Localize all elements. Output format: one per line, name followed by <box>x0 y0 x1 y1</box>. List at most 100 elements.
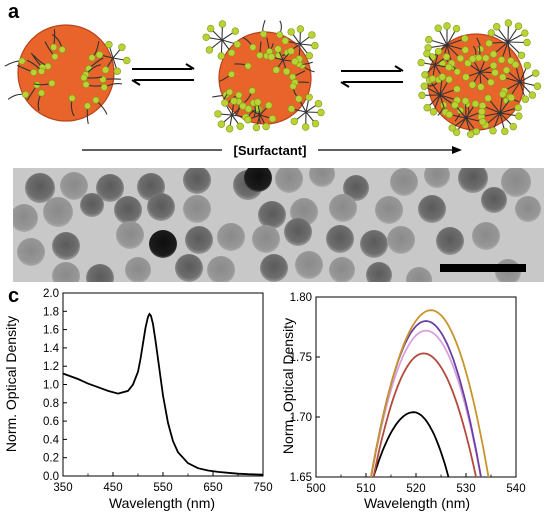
tem-nanoparticle <box>309 168 335 187</box>
surfactant-head <box>489 50 498 58</box>
surfactant-head <box>464 59 472 67</box>
tem-nanoparticle <box>175 254 203 282</box>
y-tick-label: 1.80 <box>290 292 312 304</box>
surfactant-head <box>217 52 226 60</box>
tem-nanoparticle <box>207 256 235 282</box>
tem-nanoparticle <box>52 262 80 282</box>
surfactant-head <box>244 62 252 70</box>
surfactant-head <box>118 43 126 51</box>
surfactant-head <box>236 122 244 131</box>
surfactant-head <box>227 49 236 57</box>
y-tick-label: 1.6 <box>43 325 59 337</box>
tem-nanoparticle <box>149 230 177 258</box>
surfactant-head <box>502 66 511 74</box>
tem-nanoparticle <box>185 226 213 254</box>
surfactant-head <box>289 82 297 90</box>
tem-nanoparticle <box>366 262 392 282</box>
tem-nanoparticle <box>472 222 500 250</box>
surfactant-head <box>452 128 461 136</box>
surfactant-head <box>256 51 264 59</box>
y-tick-label: 0.2 <box>43 453 59 465</box>
tem-nanoparticle <box>275 168 303 193</box>
x-tick-label: 520 <box>406 483 425 495</box>
surfactant-head <box>50 43 58 51</box>
y-axis-title-right: Norm. Optical Density <box>280 318 296 454</box>
surfactant-head <box>274 45 282 53</box>
surfactant-head <box>99 75 107 83</box>
surfactant-head <box>445 63 453 72</box>
tem-nanoparticle <box>96 174 124 202</box>
surfactant-head <box>233 40 242 49</box>
surfactant-head <box>282 67 291 76</box>
surfactant-head <box>268 114 277 123</box>
y-tick-label: 0.4 <box>43 434 60 446</box>
tem-nanoparticle <box>436 227 464 255</box>
surfactant-head <box>515 112 523 120</box>
x-tick-label: 500 <box>306 483 325 495</box>
surfactant-concentration-arrow <box>82 146 462 154</box>
tem-nanoparticle <box>258 201 286 229</box>
surfactant-head <box>445 110 453 119</box>
surfactant-head <box>509 122 517 131</box>
tem-nanoparticle <box>418 195 446 223</box>
tem-nanoparticle <box>80 193 104 217</box>
surfactant-head <box>37 67 45 75</box>
surfactant-head <box>493 23 501 31</box>
surfactant-head <box>276 31 284 39</box>
surfactant-head <box>287 28 295 36</box>
surfactant-head <box>423 49 431 58</box>
surfactant-head <box>48 79 56 87</box>
surfactant-head <box>487 78 495 87</box>
spectrum-series-line <box>370 309 490 477</box>
x-tick-label: 350 <box>53 482 72 494</box>
surfactant-head <box>311 119 320 128</box>
surfactant-head <box>305 51 313 60</box>
surfactant-arrow-label: [Surfactant] <box>234 143 307 158</box>
tem-nanoparticle <box>390 168 418 196</box>
tem-nanoparticle <box>252 225 280 253</box>
surfactant-head <box>499 73 507 81</box>
surfactant-head <box>423 103 431 112</box>
surfactant-head <box>521 29 529 37</box>
surfactant-head <box>417 58 425 67</box>
y-tick-label: 1.0 <box>43 380 59 392</box>
surfactant-head <box>302 123 310 131</box>
scale-bar <box>440 264 526 272</box>
surfactant-head <box>262 122 270 131</box>
tem-nanoparticle <box>13 204 38 232</box>
surfactant-head <box>287 105 296 113</box>
surfactant-head <box>531 69 540 77</box>
tem-nanoparticle <box>183 168 211 194</box>
surfactant-head <box>448 124 456 132</box>
tem-nanoparticle <box>125 257 151 282</box>
surfactant-head <box>523 38 531 47</box>
tem-nanoparticle <box>52 232 80 260</box>
spectrum-series-line <box>372 411 450 477</box>
surfactant-head <box>207 24 215 33</box>
surfactant-head <box>51 53 59 61</box>
y-tick-label: 1.2 <box>43 361 59 373</box>
surfactant-head <box>523 61 531 70</box>
surfactant-head <box>521 95 530 103</box>
y-tick-label: 1.8 <box>43 306 59 318</box>
x-tick-label: 510 <box>356 483 375 495</box>
surfactant-head <box>254 98 262 106</box>
tem-nanoparticle <box>284 218 312 246</box>
surfactant-head <box>311 41 319 50</box>
surfactant-head <box>123 56 131 65</box>
tem-nanoparticle <box>86 264 114 282</box>
surfactant-head <box>511 60 520 69</box>
tem-nanoparticle <box>375 196 403 224</box>
plot-frame-right <box>315 296 517 478</box>
surfactant-head <box>514 22 523 30</box>
tem-nanoparticle <box>114 196 142 224</box>
x-tick-label: 450 <box>103 482 122 494</box>
surfactant-head <box>44 62 52 70</box>
surfactant-head <box>461 97 470 105</box>
surfactant-head <box>296 25 305 33</box>
tem-nanoparticle <box>25 173 55 203</box>
surfactant-head <box>272 66 280 74</box>
y-tick-label: 0.0 <box>43 471 59 483</box>
y-tick-label: 1.70 <box>290 412 312 424</box>
